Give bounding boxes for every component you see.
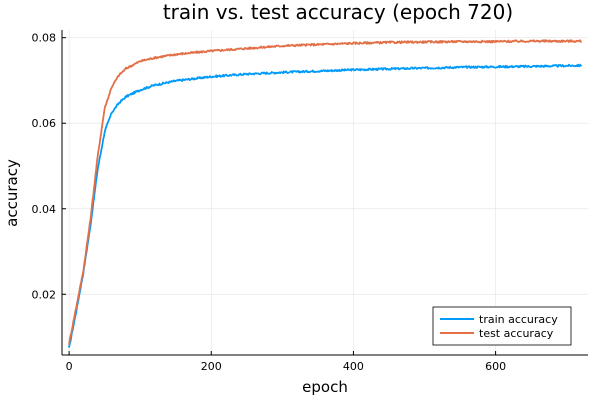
- x-tick-label: 200: [201, 360, 222, 373]
- tick-labels: 0 200 400 600 0.02 0.04 0.06 0.08: [32, 32, 507, 373]
- series-line-train: [68, 63, 582, 348]
- grid: [62, 30, 588, 355]
- legend: train accuracy test accuracy: [432, 306, 572, 346]
- x-axis-label: epoch: [302, 378, 348, 396]
- series-line-test: [68, 39, 582, 346]
- x-tick-label: 400: [343, 360, 364, 373]
- x-tick-label: 600: [485, 360, 506, 373]
- y-tick-label: 0.02: [32, 288, 57, 301]
- legend-label-train: train accuracy: [479, 313, 558, 326]
- chart-title: train vs. test accuracy (epoch 720): [163, 0, 513, 24]
- legend-box: [432, 306, 572, 346]
- axes: [61, 30, 588, 356]
- series-lines: [68, 39, 582, 348]
- legend-label-test: test accuracy: [479, 327, 554, 340]
- x-tick-label: 0: [66, 360, 73, 373]
- y-tick-label: 0.06: [32, 117, 57, 130]
- y-tick-label: 0.04: [32, 203, 57, 216]
- y-tick-label: 0.08: [32, 32, 57, 45]
- y-axis-label: accuracy: [3, 159, 21, 227]
